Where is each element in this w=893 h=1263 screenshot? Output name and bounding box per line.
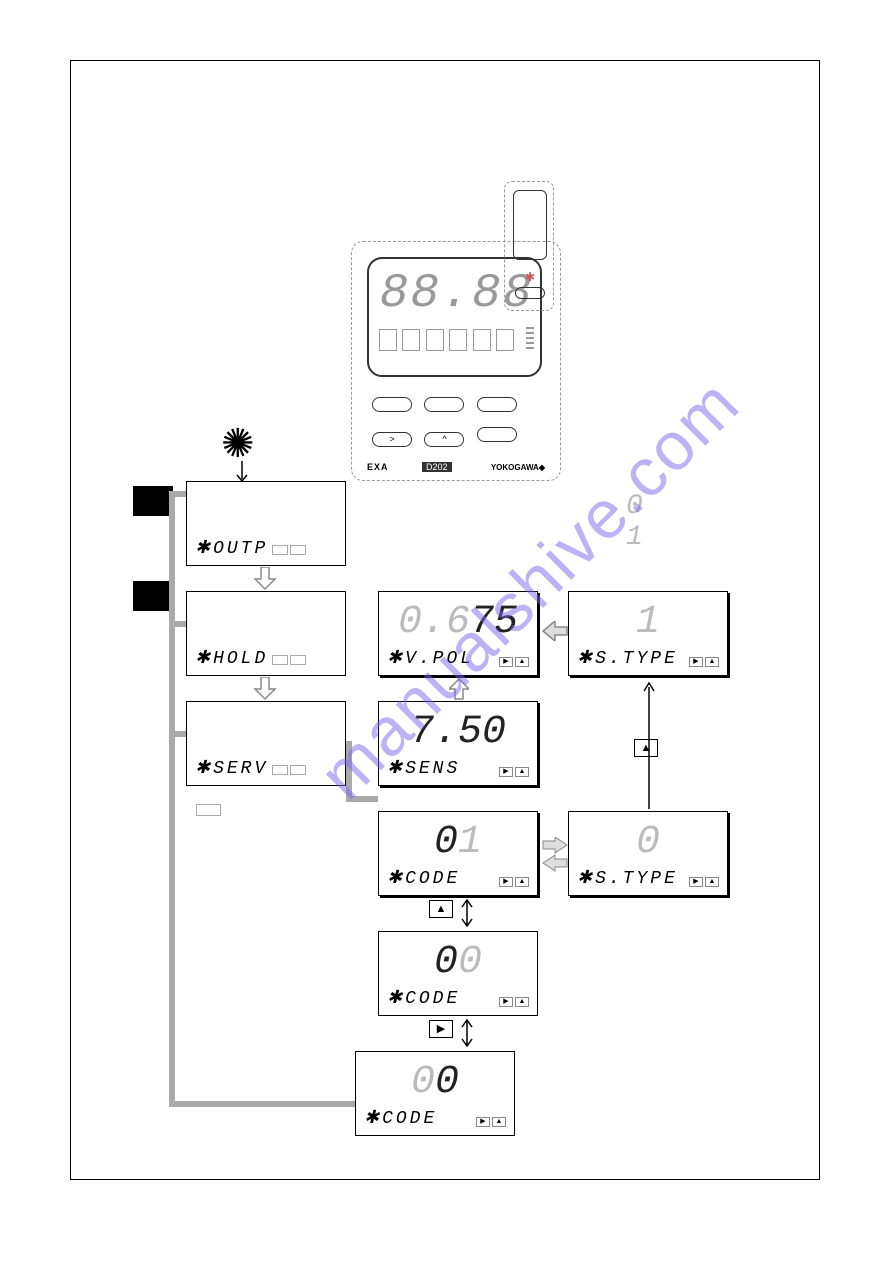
box-label: ✱HOLD [195,647,268,669]
lcd-char [449,329,467,351]
connector-horizontal [169,621,186,627]
box-label: ✱CODE [387,987,460,1009]
box-value: 01 [379,820,537,865]
connector-horizontal [169,491,186,497]
device-button[interactable] [477,427,517,442]
note-line-1: 1 [626,522,643,553]
device-button[interactable] [477,397,517,412]
connector-vertical [169,491,175,1106]
box-label: ✱CODE [364,1107,437,1129]
arrow-up-open-icon [449,677,469,701]
box-label: ✱SENS [387,757,460,779]
note-line-0: 0 [626,491,643,522]
box-value: 7.50 [379,710,537,755]
arrow-down-open-icon [251,567,279,591]
arrows-updown-icon [459,897,475,929]
mini-buttons: ▶▲ [476,1117,506,1127]
flow-box-code-01: 01 ✱CODE ▶▲ [378,811,538,896]
box-label: ✱S.TYPE [577,647,678,669]
black-tab [133,581,173,611]
flow-box-vpol: 0.675 ✱V.POL ▶▲ [378,591,538,676]
small-indicator [196,804,221,816]
flow-box-stype-1: 1 ✱S.TYPE ▶▲ [568,591,728,676]
box-value: 00 [379,940,537,985]
right-button[interactable]: ▶ [429,1020,453,1038]
flow-box-code-bottom: 00 ✱CODE ▶▲ [355,1051,515,1136]
box-label: ✱SERV [195,757,268,779]
mini-buttons [272,545,306,555]
side-module-window [513,190,547,260]
connector-horizontal [169,731,186,737]
box-value: 1 [569,600,727,645]
flow-box-stype-0: 0 ✱S.TYPE ▶▲ [568,811,728,896]
mini-buttons: ▶▲ [499,877,529,887]
flow-box-outp: ✱OUTP [186,481,346,566]
box-value: 00 [356,1060,514,1105]
mini-buttons: ▶▲ [499,657,529,667]
arrows-bidirectional-icon [541,837,569,873]
flow-box-code-00: 00 ✱CODE ▶▲ [378,931,538,1016]
mini-buttons: ▶▲ [689,657,719,667]
mini-buttons: ▶▲ [499,997,529,1007]
device-side-module: ✱ [504,181,554,311]
device-brand-label: EXA [367,462,389,472]
arrows-updown-icon [459,1017,475,1049]
lcd-char [496,329,514,351]
lcd-char [402,329,420,351]
mini-buttons [272,655,306,665]
box-label: ✱OUTP [195,537,268,559]
device-button[interactable] [424,397,464,412]
box-label: ✱S.TYPE [577,867,678,889]
device-button-up[interactable]: ^ [424,432,464,447]
connector-horizontal [169,1101,355,1107]
box-label: ✱CODE [387,867,460,889]
up-button[interactable]: ▲ [634,739,658,757]
box-value: 0.675 [379,600,537,645]
star-icon: ✱ [525,270,535,284]
connector-vertical [346,741,352,801]
flow-box-sens: 7.50 ✱SENS ▶▲ [378,701,538,786]
device-button-row-2: > ^ [372,427,525,447]
device-button[interactable] [372,397,412,412]
flow-box-serv: ✱SERV [186,701,346,786]
mini-buttons [272,765,306,775]
lcd-char [426,329,444,351]
device-button-row-1 [372,397,525,417]
side-module-button[interactable] [515,287,545,299]
mini-buttons: ▶▲ [689,877,719,887]
flow-box-hold: ✱HOLD [186,591,346,676]
black-tab [133,486,173,516]
lcd-char [473,329,491,351]
box-label: ✱V.POL [387,647,474,669]
note-display: 0 1 [626,491,643,553]
device-manufacturer-label: YOKOGAWA◆ [491,463,545,472]
device-button-right[interactable]: > [372,432,412,447]
lcd-char [379,329,397,351]
mini-buttons: ▶▲ [499,767,529,777]
diagram-frame: 88.88 [70,60,820,1180]
lcd-secondary-row [379,329,534,354]
box-value: 0 [569,820,727,865]
connector-horizontal [346,796,378,802]
arrow-left-open-icon [541,621,569,641]
arrow-down-open-icon [251,677,279,701]
lcd-indicator-column [526,327,534,349]
device-model-label: D202 [422,462,452,472]
up-button[interactable]: ▲ [429,900,453,918]
